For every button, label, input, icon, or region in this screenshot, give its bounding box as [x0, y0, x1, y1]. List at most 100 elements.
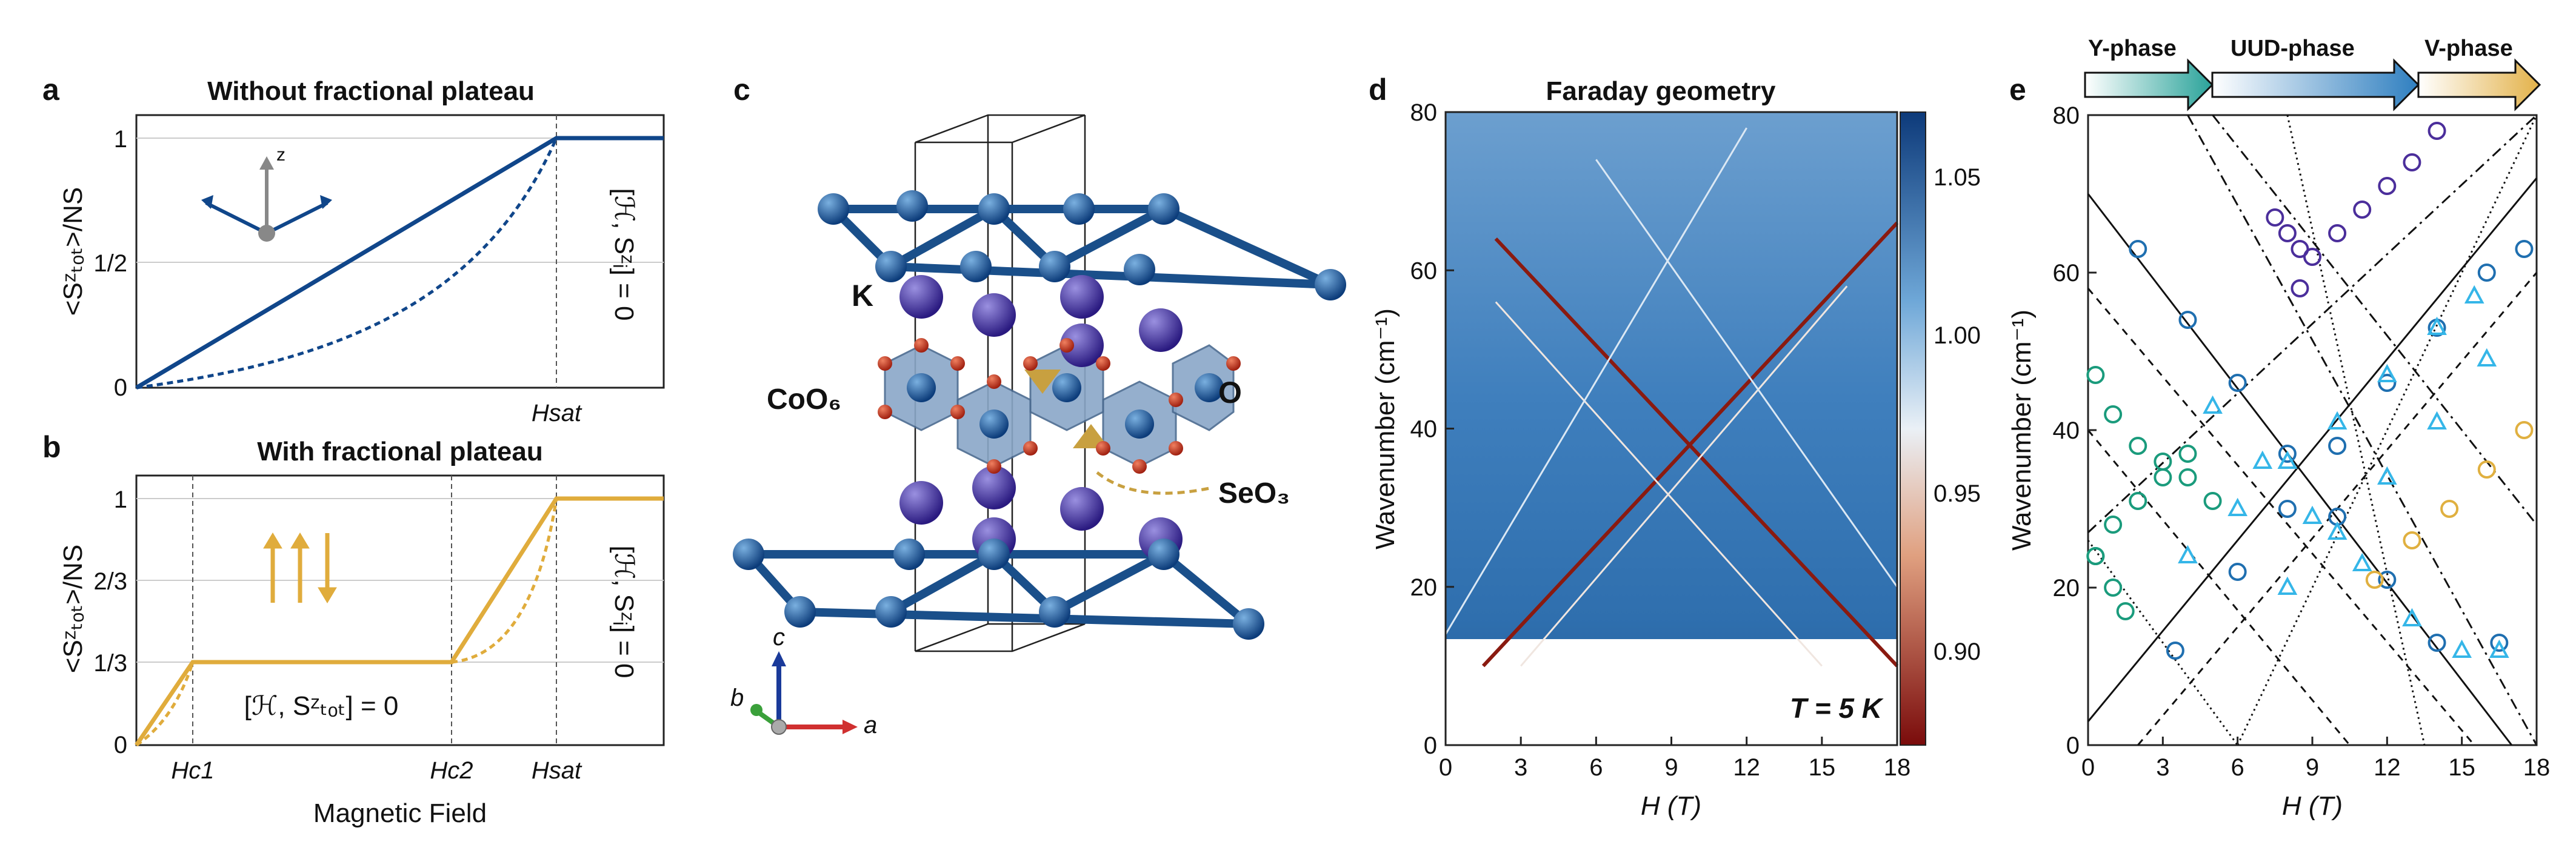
scatter-point	[2328, 224, 2347, 242]
heatmap-mode-line	[1494, 237, 1899, 668]
panel-a-xtick-hsat: Hsat	[532, 400, 582, 426]
scatter-point	[2203, 395, 2223, 414]
panel-e-guide-line	[2087, 193, 2513, 746]
panel-d-xlabel: H (T)	[1641, 791, 1701, 821]
panel-d-ytick-label: 40	[1410, 416, 1438, 443]
panel-b-dashed-line-low	[135, 662, 195, 747]
panel-b-frame	[135, 474, 665, 746]
scatter-point	[2428, 634, 2446, 652]
scatter-point	[2427, 411, 2447, 429]
scatter-point	[2489, 639, 2509, 658]
scatter-point	[2129, 492, 2147, 510]
uud-arrows-icon	[263, 532, 337, 603]
scatter-point	[2203, 492, 2222, 510]
scatter-point	[2291, 240, 2309, 258]
scatter-point	[2477, 348, 2497, 366]
panel-e-guide-line	[2187, 114, 2538, 746]
colorbar-tick-100: 1.00	[1934, 322, 1981, 349]
panel-b-ytick-0: 0	[114, 732, 127, 758]
panel-d-xtick-label: 0	[1439, 754, 1452, 781]
panel-b-xtick-hsat: Hsat	[532, 757, 582, 784]
scatter-point	[2154, 468, 2172, 486]
co-atoms	[733, 190, 1346, 640]
panel-b-ytick-1: 1	[114, 486, 127, 513]
scatter-point	[2377, 466, 2397, 485]
panel-a-title: Without fractional plateau	[207, 76, 535, 106]
heatmap-mode-line	[1481, 221, 1899, 668]
colorbar-tick-095: 0.95	[1934, 480, 1981, 507]
seo3-pointer	[1096, 471, 1213, 495]
scatter-point	[2515, 421, 2534, 439]
scatter-point	[2378, 571, 2397, 589]
panel-label-b: b	[42, 430, 61, 464]
panel-e-ytick-label: 40	[2053, 417, 2080, 444]
panel-e-ytick-label: 20	[2053, 575, 2080, 602]
colorbar	[1900, 111, 1926, 746]
panel-b-ylabel: <Sᶻₜₒₜ>/NS	[58, 545, 88, 673]
scatter-point	[2104, 516, 2123, 534]
phase-label-uud: UUD-phase	[2231, 36, 2355, 61]
scatter-point	[2327, 521, 2347, 540]
heatmap-features	[1444, 127, 1899, 668]
scatter-point	[2352, 552, 2372, 571]
heatmap-blank	[1446, 639, 1897, 745]
panel-e-xtick-label: 3	[2156, 754, 2169, 781]
heatmap-mode-line	[1444, 127, 1747, 635]
panel-e-guide-line	[2237, 114, 2538, 746]
crystal-axes-icon: a b c	[730, 624, 877, 738]
scatter-point	[2277, 450, 2298, 469]
label-seo3: SeO₃	[1218, 477, 1290, 509]
scatter-point	[2129, 240, 2147, 258]
panel-e-frame	[2087, 114, 2538, 746]
panel-label-e: e	[2009, 73, 2026, 107]
scatter-point	[2228, 563, 2247, 581]
heatmap-mode-line	[1595, 159, 1898, 588]
panel-a-ylabel: <Sᶻₜₒₜ>/NS	[58, 187, 88, 316]
panel-e-ytick-label: 80	[2053, 102, 2080, 129]
scatter-point	[2402, 608, 2422, 626]
panel-e-ylabel: Wavenumber (cm⁻¹)	[2007, 310, 2037, 551]
scatter-point	[2104, 579, 2123, 597]
scatter-point	[2086, 547, 2105, 565]
panel-e-guide-line	[2087, 177, 2538, 722]
panel-e-xtick-label: 18	[2523, 754, 2551, 781]
scatter-point	[2291, 279, 2309, 297]
scatter-point	[2166, 642, 2184, 660]
panel-b-title: With fractional plateau	[257, 437, 542, 466]
panel-a-ytick-1: 1	[114, 126, 127, 153]
heatmap-mode-line	[1495, 301, 1823, 667]
scatter-point	[2477, 264, 2496, 282]
panel-e-xlabel: H (T)	[2282, 791, 2343, 821]
panel-e-guide-line	[2087, 288, 2475, 746]
scatter-point	[2477, 460, 2496, 479]
panel-b-solid-line	[135, 496, 664, 746]
scatter-point	[2378, 374, 2397, 392]
phase-label-v: V-phase	[2424, 36, 2513, 61]
scatter-point	[2365, 571, 2384, 589]
panel-e-guide-line	[2087, 429, 2351, 746]
axis-c-label: c	[773, 624, 785, 651]
panel-d-xtick-label: 3	[1514, 754, 1527, 781]
scatter-point	[2490, 634, 2509, 652]
panel-c: c	[730, 73, 1346, 738]
scatter-point	[2129, 437, 2147, 455]
panel-e: e Y-phase UUD-phase V-phase 0 3 6 9 12 15 18 0 2…	[2007, 36, 2550, 821]
panel-b: b With fractional plateau 1 2/3 1/3 0 Hc…	[42, 430, 665, 828]
scatter-point	[2515, 240, 2534, 258]
scatter-point	[2327, 411, 2347, 429]
scatter-point	[2086, 366, 2105, 384]
panel-d-ytick-label: 0	[1424, 732, 1437, 759]
panel-b-ytick-1-3: 1/3	[93, 650, 127, 677]
scatter-point	[2178, 311, 2197, 329]
colorbar-tick-090: 0.90	[1934, 638, 1981, 665]
panel-label-d: d	[1369, 73, 1387, 107]
panel-e-guide-line	[2212, 114, 2538, 525]
scatter-point	[2427, 316, 2447, 335]
panel-d: d Faraday geometry 0 3 6 9 12 15 18 0 20 40 60 80 W…	[1369, 73, 1981, 821]
panel-e-xtick-label: 12	[2374, 754, 2401, 781]
scatter-point	[2428, 122, 2446, 140]
scatter-point	[2278, 224, 2297, 242]
panel-d-xtick-label: 9	[1664, 754, 1678, 781]
axis-a-label: a	[864, 712, 877, 738]
